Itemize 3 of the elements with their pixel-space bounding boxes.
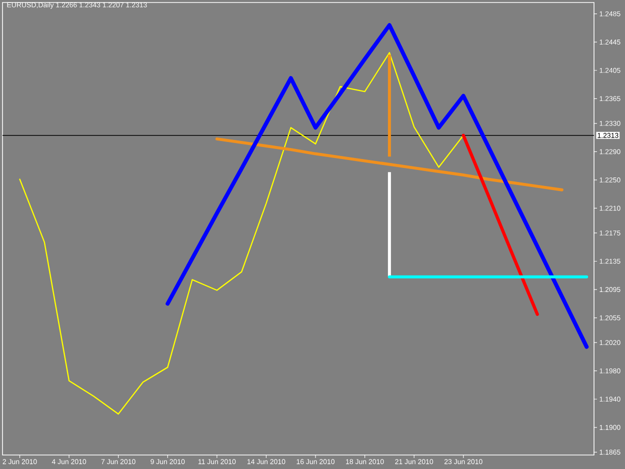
- line-series: [462, 134, 539, 316]
- line-series: [19, 52, 464, 415]
- line-series: [166, 23, 589, 349]
